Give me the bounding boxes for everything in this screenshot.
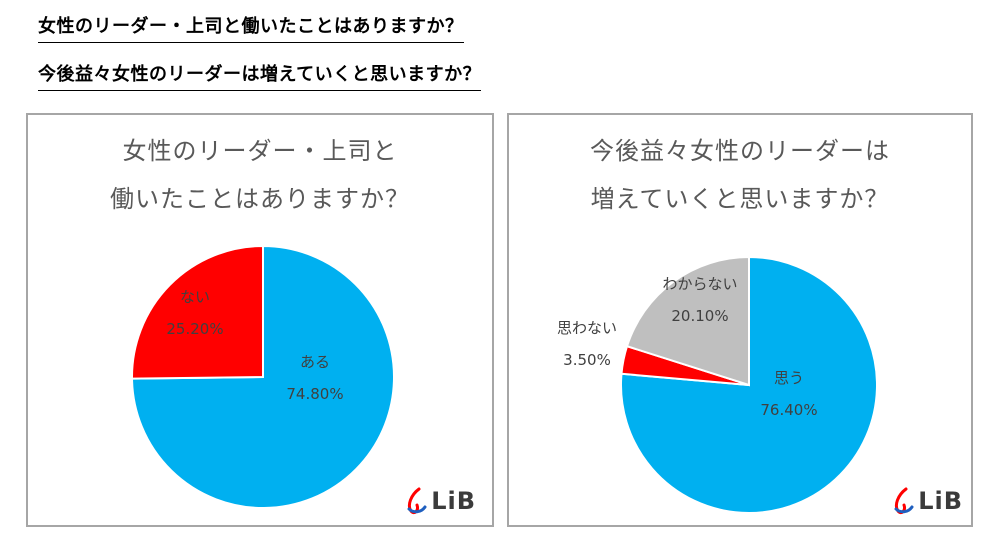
chart-panel-worked-with-female-leader: 女性のリーダー・上司と 働いたことはありますか？ ある 74.80% ない 25.20…	[26, 113, 494, 527]
slice-value-label: 20.10%	[671, 307, 728, 325]
chart-title-line-1: 女性のリーダー・上司と	[122, 137, 398, 165]
lib-logo-icon	[407, 487, 427, 515]
chart-title-line-2: 増えていくと思いますか？	[590, 185, 890, 213]
slice-label: ない	[180, 288, 210, 306]
slice-label: わからない	[662, 275, 737, 293]
slice-label: 思わない	[557, 319, 617, 337]
lib-logo: LiB	[405, 487, 476, 515]
pie-slice-1	[620, 255, 878, 514]
lib-logo: LiB	[892, 487, 963, 515]
lib-logo-text: LiB	[431, 487, 476, 515]
pie-slice-3	[625, 255, 750, 387]
question-heading-2: 今後益々女性のリーダーは増えていくと思いますか？	[38, 60, 482, 91]
slice-value-label: 76.40%	[760, 401, 817, 419]
chart-title: 今後益々女性のリーダーは 増えていくと思いますか？	[509, 127, 971, 223]
chart-title: 女性のリーダー・上司と 働いたことはありますか？	[28, 127, 492, 223]
slice-value-label: 3.50%	[563, 351, 611, 369]
slice-value-label: 25.20%	[166, 320, 223, 338]
slice-value-label: 74.80%	[286, 385, 343, 403]
chart-panel-female-leaders-increase: 今後益々女性のリーダーは 増えていくと思いますか？ 思う 76.40% 思わない 3.…	[507, 113, 973, 527]
pie-slice-2	[131, 244, 264, 380]
chart-title-line-2: 働いたことはありますか？	[110, 185, 410, 213]
pie-slice-1	[130, 244, 395, 509]
lib-logo-text: LiB	[918, 487, 963, 515]
question-heading-1: 女性のリーダー・上司と働いたことはありますか？	[38, 12, 464, 43]
pie-chart: ある 74.80% ない 25.20%	[130, 244, 395, 509]
pie-chart: 思う 76.40% 思わない 3.50% わからない 20.10%	[557, 255, 878, 514]
slice-label: ある	[300, 353, 330, 371]
slice-label: 思う	[774, 369, 804, 387]
chart-title-line-1: 今後益々女性のリーダーは	[590, 137, 890, 165]
lib-logo-icon	[894, 487, 914, 515]
